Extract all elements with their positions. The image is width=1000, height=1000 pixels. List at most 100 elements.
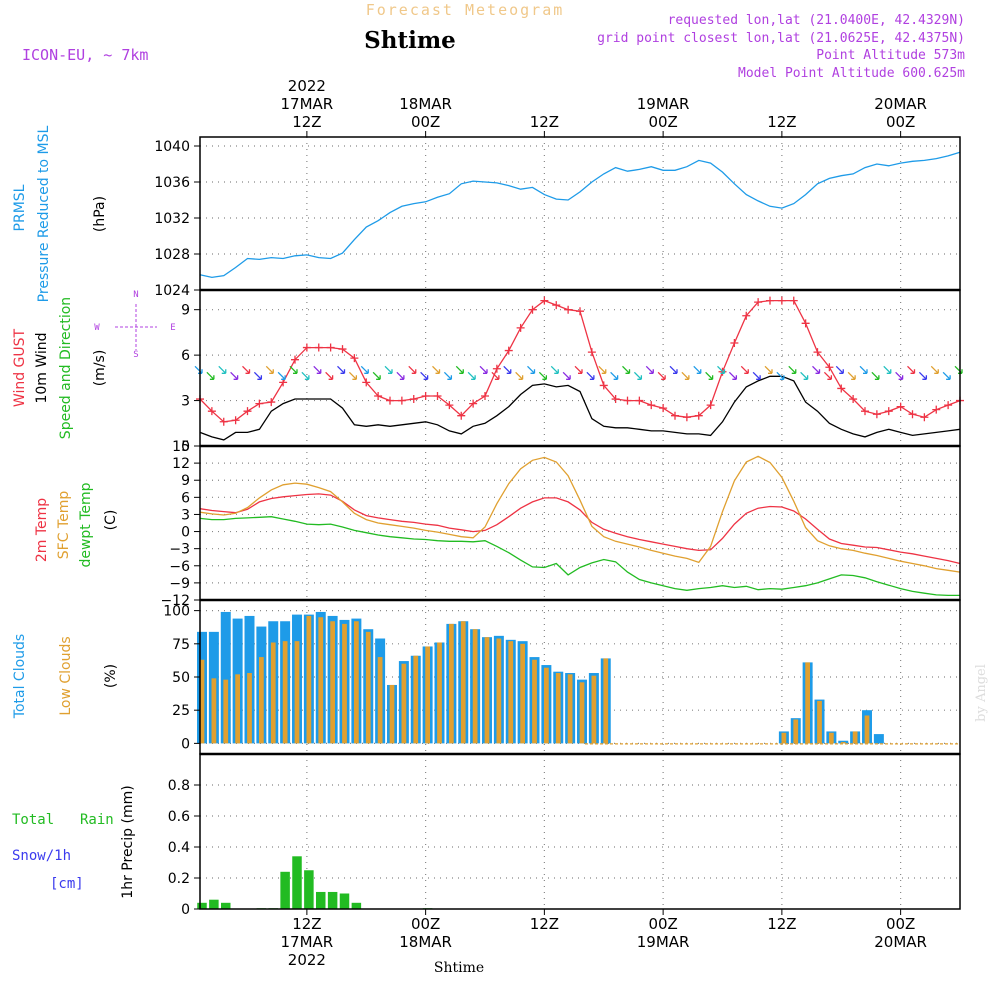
bar-low-clouds <box>829 732 834 744</box>
bar-low-clouds <box>852 731 858 744</box>
wind-direction-arrow <box>301 371 310 380</box>
gust-point <box>694 411 703 420</box>
wind-direction-arrow <box>942 371 951 380</box>
wind-direction-arrow <box>289 365 298 374</box>
gust-point <box>421 392 430 401</box>
bottom-time-label: 12Z <box>767 915 796 933</box>
gust-point <box>576 307 584 316</box>
gust-point <box>492 364 501 373</box>
gust-point <box>599 381 608 390</box>
wind-direction-arrow <box>491 371 500 380</box>
bar-rain <box>327 891 338 909</box>
footer-location: Shtime <box>434 960 484 976</box>
wind-direction-arrow <box>835 365 844 374</box>
wind-direction-arrow <box>717 365 726 374</box>
label-10m-wind: 10m Wind <box>34 332 50 403</box>
cloud-labels: Total Clouds Low Clouds (%) <box>12 634 119 719</box>
gust-point <box>611 395 620 404</box>
gust-point <box>789 296 798 305</box>
ytick-label-pressure: 1040 <box>154 139 190 155</box>
gust-point <box>504 346 513 355</box>
bar-low-clouds <box>472 629 478 744</box>
top-time-label: 12Z <box>292 113 321 131</box>
wind-direction-arrow <box>752 371 761 380</box>
bar-total-clouds <box>220 611 231 744</box>
wind-direction-arrow <box>859 365 868 374</box>
wind-direction-arrow <box>895 371 904 380</box>
super-title: Forecast Meteogram <box>366 1 565 19</box>
bar-low-clouds <box>354 621 359 744</box>
requested-coords: requested lon,lat (21.0400E, 42.4329N) <box>668 13 965 28</box>
gust-point <box>587 348 596 357</box>
wind-direction-arrow <box>396 371 405 380</box>
wind-direction-arrow <box>930 365 939 374</box>
wind-direction-arrow <box>610 371 619 380</box>
wind-direction-arrow <box>562 371 571 380</box>
top-time-label: 18MAR <box>399 95 452 113</box>
bar-low-clouds <box>270 642 276 744</box>
ytick-label-wind: 3 <box>181 394 190 410</box>
ytick-label-temperature: −9 <box>169 576 190 592</box>
bar-low-clouds <box>377 657 383 744</box>
bottom-time-label: 12Z <box>292 915 321 933</box>
ytick-label-clouds: 25 <box>172 703 190 719</box>
gust-point <box>872 410 881 419</box>
wind-direction-arrow <box>479 365 488 374</box>
gust-point <box>754 298 763 307</box>
bar-rain <box>197 902 207 909</box>
top-time-label: 12Z <box>767 113 796 131</box>
compass-s: S <box>133 350 138 360</box>
bottom-time-label: 19MAR <box>637 933 690 951</box>
gust-point <box>326 343 335 352</box>
gust-point <box>861 407 869 416</box>
gust-point <box>243 407 252 416</box>
top-time-label: 00Z <box>886 113 915 131</box>
gust-point <box>813 348 822 357</box>
ytick-label-precip: 0.6 <box>168 809 190 825</box>
precip-labels: Total Rain Snow/1h [cm] 1hr Precip (mm) <box>12 785 136 898</box>
temperature-labels: 2m Temp SFC Temp dewpt Temp (C) <box>34 482 119 567</box>
wind-direction-arrow <box>253 371 263 380</box>
gust-point <box>647 401 656 410</box>
bar-low-clouds <box>330 621 335 744</box>
wind-direction-arrow <box>883 365 892 374</box>
series-wind-0 <box>199 299 961 423</box>
wind-direction-arrow <box>800 371 809 380</box>
ytick-label-pressure: 1032 <box>154 211 190 227</box>
series-temperature-1 <box>199 455 961 573</box>
wind-direction-arrow <box>265 365 274 374</box>
gust-point <box>944 401 953 410</box>
gust-point <box>730 339 739 348</box>
gust-point <box>445 401 454 410</box>
gust-point <box>433 392 442 401</box>
wind-direction-arrow <box>432 365 441 374</box>
wind-direction-arrow <box>740 365 749 374</box>
bar-low-clouds <box>365 631 371 744</box>
bar-low-clouds <box>437 642 442 744</box>
gust-point <box>291 355 299 364</box>
ytick-label-clouds: 0 <box>181 736 190 752</box>
gust-point <box>623 396 632 405</box>
label-snow: Snow/1h <box>12 848 71 864</box>
bar-low-clouds <box>235 674 240 744</box>
wind-direction-arrow <box>443 371 453 380</box>
ytick-label-clouds: 75 <box>172 637 190 653</box>
gust-point <box>231 416 240 425</box>
wind-direction-arrow <box>728 371 738 380</box>
ytick-label-precip: 0.2 <box>168 871 190 887</box>
gust-point <box>219 417 228 426</box>
gust-point <box>338 345 347 354</box>
top-time-label: 12Z <box>530 113 559 131</box>
ytick-label-wind: 9 <box>181 303 190 319</box>
bar-low-clouds <box>413 655 419 744</box>
bar-low-clouds <box>603 658 609 744</box>
bottom-time-label: 12Z <box>530 915 559 933</box>
gust-point <box>849 395 858 404</box>
wind-direction-arrow <box>788 365 797 374</box>
bar-low-clouds <box>817 700 822 744</box>
gust-point <box>362 378 371 387</box>
gust-point <box>659 404 668 413</box>
gust-point <box>564 305 573 314</box>
wind-labels: Wind GUST 10m Wind Speed and Direction (… <box>12 290 176 439</box>
bar-low-clouds <box>805 662 810 744</box>
